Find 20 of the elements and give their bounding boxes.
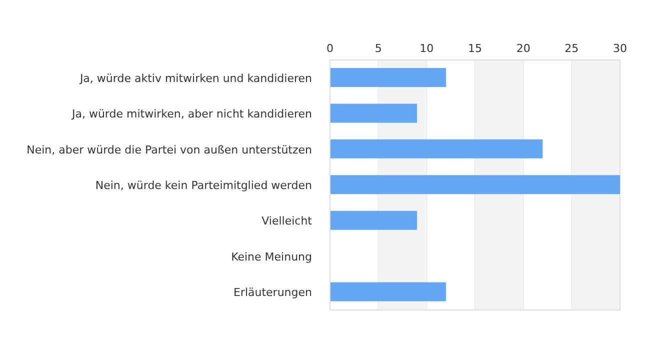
bar xyxy=(330,210,417,230)
bar xyxy=(330,104,417,123)
y-tick-label: Vielleicht xyxy=(262,214,313,228)
x-tick-label: 20 xyxy=(516,42,530,55)
y-tick-label: Ja, würde mitwirken, aber nicht kandidieren xyxy=(70,108,312,121)
y-tick-label: Nein, würde kein Parteimitglied werden xyxy=(95,179,312,192)
x-tick-label: 30 xyxy=(613,42,627,55)
y-tick-label: Erläuterungen xyxy=(233,286,312,300)
x-tick-label: 0 xyxy=(326,42,334,55)
bar xyxy=(330,175,620,194)
bar xyxy=(330,139,543,158)
y-tick-label: Nein, aber würde die Partei von außen unterstützen xyxy=(26,143,312,156)
x-tick-label: 15 xyxy=(468,42,482,55)
x-tick-label: 25 xyxy=(564,42,579,55)
bar xyxy=(330,282,446,302)
bar xyxy=(330,68,446,87)
x-tick-label: 5 xyxy=(374,42,382,55)
y-tick-label: Ja, würde aktiv mitwirken und kandidieren xyxy=(78,72,312,85)
y-tick-label: Keine Meinung xyxy=(231,250,312,264)
x-tick-label: 10 xyxy=(420,42,434,55)
